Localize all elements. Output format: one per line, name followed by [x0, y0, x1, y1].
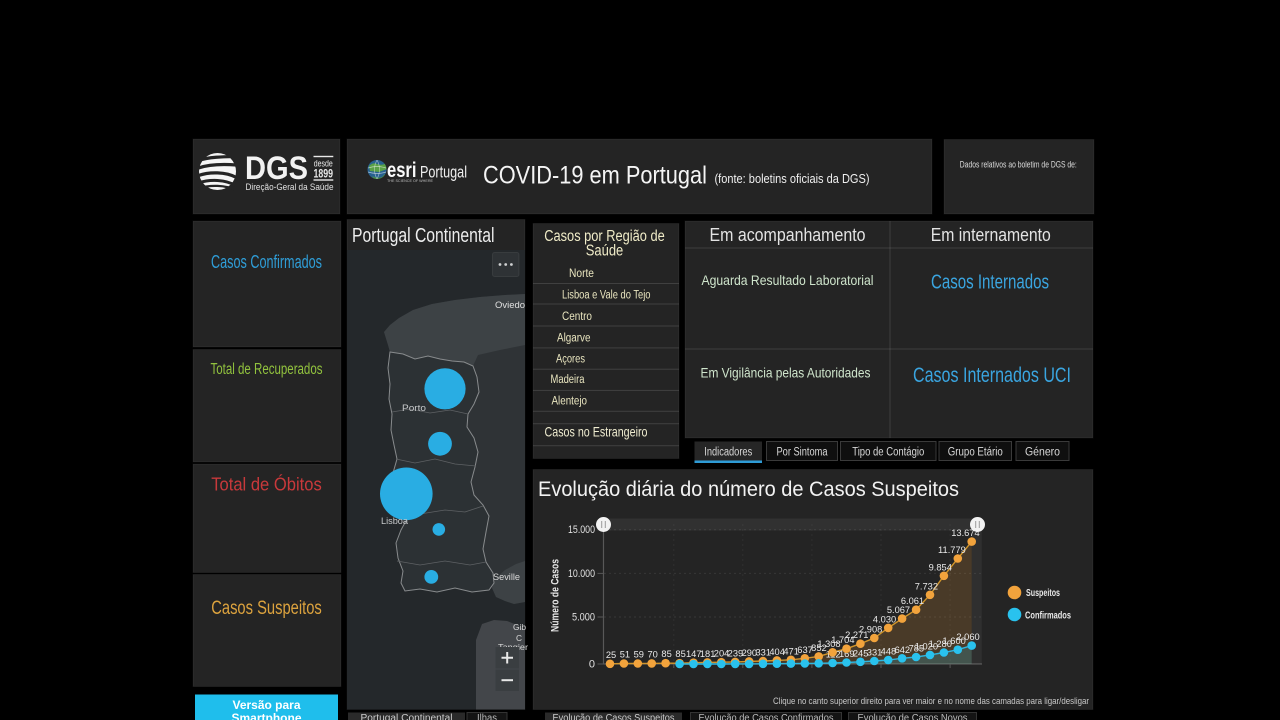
svg-text:Versão para: Versão para [233, 700, 302, 712]
svg-text:2.060: 2.060 [956, 632, 979, 642]
svg-text:Confirmados: Confirmados [1025, 610, 1071, 622]
svg-text:Aguarda Resultado Laboratorial: Aguarda Resultado Laboratorial [702, 272, 874, 288]
svg-text:1.704: 1.704 [831, 635, 854, 645]
svg-text:Portugal: Portugal [420, 163, 467, 182]
svg-text:85: 85 [661, 649, 671, 659]
svg-text:Seville: Seville [493, 572, 520, 583]
svg-text:Casos Internados: Casos Internados [931, 272, 1049, 294]
svg-text:Centro: Centro [562, 311, 592, 323]
svg-text:471: 471 [783, 646, 799, 656]
svg-text:1.308: 1.308 [817, 639, 840, 649]
svg-text:85: 85 [675, 649, 685, 659]
svg-text:239: 239 [728, 648, 744, 658]
svg-text:404: 404 [769, 647, 785, 657]
svg-text:2.271: 2.271 [845, 630, 868, 640]
svg-text:1.280: 1.280 [929, 639, 952, 649]
svg-text:245: 245 [853, 648, 869, 658]
svg-text:331: 331 [867, 648, 883, 658]
svg-text:Clique no canto superior direi: Clique no canto superior direito para ve… [773, 696, 1089, 707]
svg-text:637: 637 [797, 645, 813, 655]
svg-text:Evolução de Casos Novos: Evolução de Casos Novos [858, 713, 968, 720]
svg-text:Suspeitos: Suspeitos [1026, 587, 1060, 599]
svg-text:15.000: 15.000 [568, 524, 595, 536]
svg-text:852: 852 [811, 643, 827, 653]
svg-text:4.030: 4.030 [873, 614, 896, 624]
svg-text:Casos por Região de: Casos por Região de [544, 228, 665, 245]
svg-text:Em Vigilância pelas Autoridade: Em Vigilância pelas Autoridades [701, 365, 871, 381]
svg-text:9.854: 9.854 [929, 562, 952, 572]
svg-text:0: 0 [589, 658, 595, 670]
svg-text:13.674: 13.674 [951, 528, 979, 538]
svg-text:Lisboa e Vale do Tejo: Lisboa e Vale do Tejo [562, 290, 651, 302]
svg-text:6.061: 6.061 [901, 596, 924, 606]
svg-text:Casos Internados UCI: Casos Internados UCI [913, 364, 1071, 387]
svg-text:Em acompanhamento: Em acompanhamento [710, 225, 866, 245]
svg-text:70: 70 [648, 649, 658, 659]
svg-text:5.000: 5.000 [572, 611, 595, 623]
svg-text:esri: esri [387, 159, 417, 182]
svg-text:Açores: Açores [556, 354, 585, 366]
svg-text:Total de Óbitos: Total de Óbitos [211, 474, 322, 495]
svg-text:7.732: 7.732 [915, 581, 938, 591]
svg-text:Porto: Porto [402, 403, 426, 414]
svg-text:THE SCIENCE OF WHERE: THE SCIENCE OF WHERE [387, 179, 433, 183]
svg-text:Por Sintoma: Por Sintoma [777, 447, 828, 459]
svg-text:11.779: 11.779 [938, 545, 966, 555]
svg-text:51: 51 [620, 650, 630, 660]
svg-text:Tipo de Contágio: Tipo de Contágio [852, 447, 924, 459]
svg-text:5.067: 5.067 [887, 605, 910, 615]
svg-text:290: 290 [742, 648, 758, 658]
svg-text:785: 785 [909, 644, 925, 654]
svg-text:Indicadores: Indicadores [704, 447, 752, 459]
svg-text:25: 25 [606, 650, 616, 660]
svg-text:Ilhas: Ilhas [477, 713, 497, 720]
svg-text:Alentejo: Alentejo [552, 396, 588, 408]
svg-text:169: 169 [839, 649, 855, 659]
svg-text:Smartphone: Smartphone [232, 713, 302, 720]
svg-text:Número de Casos: Número de Casos [550, 559, 562, 632]
svg-text:1.600: 1.600 [943, 636, 966, 646]
svg-text:10.000: 10.000 [568, 568, 595, 580]
svg-text:Madeira: Madeira [551, 374, 585, 386]
svg-text:Casos Suspeitos: Casos Suspeitos [211, 598, 322, 619]
svg-text:59: 59 [634, 650, 644, 660]
svg-text:Em internamento: Em internamento [931, 225, 1051, 245]
svg-text:Portugal Continental: Portugal Continental [361, 713, 453, 720]
svg-text:Evolução de Casos Confirmados: Evolução de Casos Confirmados [699, 713, 834, 720]
svg-text:C: C [516, 633, 522, 643]
svg-text:Algarve: Algarve [557, 333, 591, 345]
svg-text:Norte: Norte [569, 268, 594, 280]
svg-text:COVID-19 em Portugal: COVID-19 em Portugal [483, 162, 707, 190]
svg-text:(fonte: boletins oficiais da D: (fonte: boletins oficiais da DGS) [715, 171, 870, 186]
svg-text:Lisboa: Lisboa [381, 516, 409, 527]
svg-text:Casos Confirmados: Casos Confirmados [211, 252, 322, 272]
svg-text:DGS: DGS [245, 150, 308, 186]
svg-text:Oviedo: Oviedo [495, 300, 525, 311]
svg-text:331: 331 [755, 648, 771, 658]
svg-text:1.020: 1.020 [915, 641, 938, 651]
svg-text:2.908: 2.908 [859, 625, 882, 635]
svg-text:204: 204 [714, 649, 730, 659]
svg-text:Total de Recuperados: Total de Recuperados [211, 361, 323, 378]
svg-text:Gib: Gib [513, 622, 526, 632]
svg-text:181: 181 [700, 649, 716, 659]
svg-text:Direção-Geral da Saúde: Direção-Geral da Saúde [246, 182, 334, 192]
svg-text:1899: 1899 [314, 167, 334, 181]
svg-text:Género: Género [1025, 447, 1060, 459]
svg-text:Evolução de Casos Suspeitos: Evolução de Casos Suspeitos [553, 713, 675, 720]
svg-text:Casos no Estrangeiro: Casos no Estrangeiro [545, 424, 648, 440]
svg-text:desde: desde [314, 159, 333, 169]
svg-text:Portugal Continental: Portugal Continental [352, 225, 495, 247]
svg-text:Grupo Etário: Grupo Etário [948, 447, 1003, 459]
svg-text:Evolução diária do número de C: Evolução diária do número de Casos Suspe… [538, 478, 959, 501]
svg-text:Dados relativos ao boletim de: Dados relativos ao boletim de DGS de: [960, 160, 1077, 171]
svg-text:147: 147 [686, 649, 702, 659]
svg-text:642: 642 [895, 645, 911, 655]
svg-text:Saúde: Saúde [586, 243, 624, 260]
svg-text:448: 448 [881, 647, 897, 657]
